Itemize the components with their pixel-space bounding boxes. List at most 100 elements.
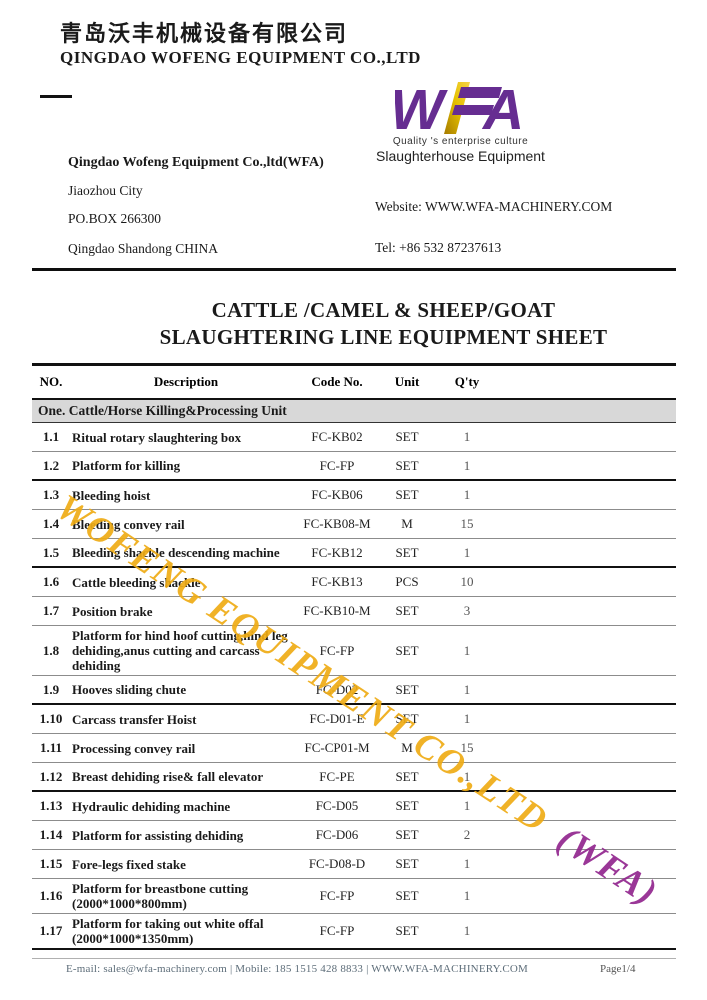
company-name-english: QINGDAO WOFENG EQUIPMENT CO.,LTD [60,48,421,67]
row-code: FC-KB10-M [303,603,371,618]
row-unit: SET [395,923,419,938]
row-unit: SET [395,856,419,871]
row-quantity: 1 [463,457,471,473]
row-code: FC-CP01-M [304,740,370,755]
row-unit: SET [395,642,419,658]
row-description: Processing convey rail [72,740,196,756]
logo-tagline: Quality 's enterprise culture [392,136,529,147]
table-row: 1.17 Platform for taking out white offal… [32,914,676,950]
contact-city: Jiaozhou City [68,183,143,198]
table-row: 1.14 Platform for assisting dehiding FC-… [32,821,676,850]
row-description: Fore-legs fixed stake [72,856,186,872]
column-header-description: Description [153,374,219,389]
row-description: Bleeding hoist [72,487,151,503]
logo-block: W A Quality 's enterprise culture Slaugh… [358,82,563,164]
row-unit: SET [395,711,419,726]
table-row: 1.8 Platform for hind hoof cutting,hind … [32,626,676,676]
svg-text:A: A [481,82,524,134]
row-unit: M [401,740,413,755]
row-unit: SET [395,798,419,813]
row-description: Bleeding shackle descending machine [72,545,280,560]
logo-subtitle: Slaughterhouse Equipment [376,148,545,164]
table-row: 1.2 Platform for killing FC-FP SET 1 [32,452,676,481]
document-title-line2: SLAUGHTERING LINE EQUIPMENT SHEET [159,325,608,349]
table-row: 1.12 Breast dehiding rise& fall elevator… [32,763,676,792]
contact-company-name: Qingdao Wofeng Equipment Co.,ltd(WFA) [68,155,324,170]
row-number: 1.11 [39,740,63,755]
table-row: 1.15 Fore-legs fixed stake FC-D08-D SET … [32,850,676,879]
row-description: Breast dehiding rise& fall elevator [72,769,264,784]
row-code: FC-KB06 [311,487,363,502]
row-number: 1.12 [39,768,63,784]
row-description: Hydraulic dehiding machine [72,798,231,814]
row-description: Platform for taking out white offal (200… [72,916,264,946]
row-quantity: 1 [463,429,471,444]
footer-contact-info: E-mail: sales@wfa-machinery.com | Mobile… [66,963,529,975]
row-description: Position brake [72,603,153,619]
row-code: FC-KB02 [311,429,363,444]
row-code: FC-FP [319,923,355,938]
row-unit: SET [395,457,419,473]
row-description: Platform for hind hoof cutting,hind leg … [72,628,288,673]
row-unit: SET [395,603,419,618]
row-unit: SET [395,768,419,784]
table-row: 1.6 Cattle bleeding shackle FC-KB13 PCS … [32,568,676,597]
table-row: 1.11 Processing convey rail FC-CP01-M M … [32,734,676,763]
section-title: One. Cattle/Horse Killing&Processing Uni… [38,403,287,418]
table-row: 1.10 Carcass transfer Hoist FC-D01-E SET… [32,705,676,734]
row-unit: SET [395,429,419,444]
document-title: CATTLE /CAMEL & SHEEP/GOAT SLAUGHTERING … [60,297,707,351]
row-number: 1.8 [42,642,60,658]
row-number: 1.9 [42,681,60,697]
row-unit: PCS [395,574,419,589]
row-quantity: 3 [463,603,471,618]
column-header-code: Code No. [311,374,363,389]
row-unit: SET [395,681,419,697]
row-code: FC-PE [319,768,355,784]
row-quantity: 1 [463,923,471,938]
row-number: 1.5 [42,544,60,560]
table-body: 1.1 Ritual rotary slaughtering box FC-KB… [32,423,676,950]
row-quantity: 1 [463,768,471,784]
table-header-row: NO. Description Code No. Unit Q'ty [32,366,676,400]
table-row: 1.9 Hooves sliding chute FC-D02 SET 1 [32,676,676,705]
row-code: FC-D08-D [308,856,366,871]
document-title-line1: CATTLE /CAMEL & SHEEP/GOAT [211,298,556,322]
row-quantity: 10 [460,574,474,589]
row-code: FC-FP [319,457,355,473]
row-unit: SET [395,544,419,560]
row-code: FC-KB12 [311,544,363,560]
row-code: FC-D05 [315,798,359,813]
row-quantity: 1 [463,544,471,560]
table-row: 1.4 Bleeding convey rail FC-KB08-M M 15 [32,510,676,539]
svg-text:W: W [395,82,448,134]
header-divider-line [32,268,676,271]
row-code: FC-FP [319,642,355,658]
equipment-table: NO. Description Code No. Unit Q'ty One. … [32,363,676,950]
row-number: 1.3 [42,487,60,502]
row-quantity: 1 [463,711,471,726]
wfa-logo-icon: W A [395,82,524,134]
row-unit: SET [395,827,419,842]
row-description: Hooves sliding chute [72,682,187,697]
row-description: Cattle bleeding shackle [72,574,201,590]
company-name-chinese: 青岛沃丰机械设备有限公司 [60,21,349,46]
table-row: 1.1 Ritual rotary slaughtering box FC-KB… [32,423,676,452]
row-description: Platform for breastbone cutting (2000*10… [72,881,249,911]
table-row: 1.3 Bleeding hoist FC-KB06 SET 1 [32,481,676,510]
footer-divider-line [32,958,676,959]
row-quantity: 2 [463,827,471,842]
row-description: Carcass transfer Hoist [72,711,197,727]
row-unit: SET [395,888,419,903]
row-description: Bleeding convey rail [72,516,185,532]
footer-page-number: Page1/4 [600,963,636,975]
row-quantity: 1 [463,487,471,502]
table-row: 1.7 Position brake FC-KB10-M SET 3 [32,597,676,626]
row-code: FC-D06 [315,827,359,842]
contact-address: Qingdao Shandong CHINA [68,241,218,256]
row-description: Platform for killing [72,458,181,473]
row-quantity: 15 [460,516,474,531]
table-row: 1.16 Platform for breastbone cutting (20… [32,879,676,914]
row-description: Ritual rotary slaughtering box [72,429,242,445]
contact-pobox: PO.BOX 266300 [68,211,162,226]
